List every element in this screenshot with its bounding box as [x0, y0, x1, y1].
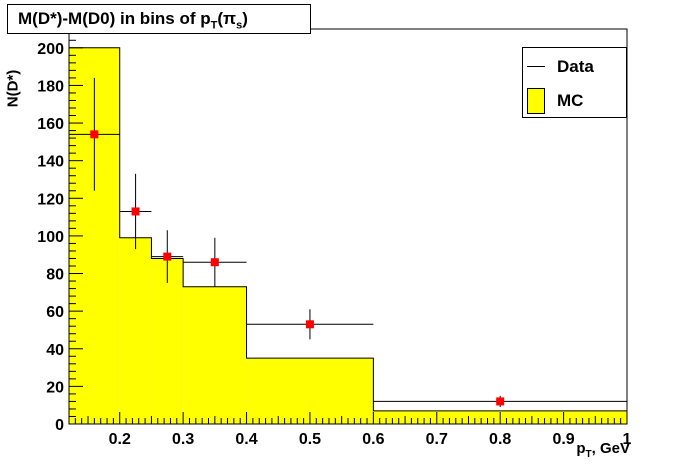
x-tick-label: 0.7	[426, 431, 448, 448]
mc-bar	[151, 258, 184, 424]
data-marker	[305, 320, 314, 329]
legend-mc-label: MC	[557, 91, 584, 110]
x-axis-label-unit: , GeV	[591, 440, 630, 457]
y-axis-label: N(D*)	[4, 62, 40, 118]
legend: Data MC	[522, 47, 627, 118]
title-sub: T	[210, 19, 218, 32]
x-tick-label: 0.9	[552, 431, 574, 448]
legend-data-line-icon	[527, 66, 545, 67]
data-point	[119, 173, 152, 250]
x-tick-label: 0.2	[109, 431, 131, 448]
y-tick-label: 20	[46, 379, 64, 396]
x-axis-label: pT, GeV	[576, 440, 630, 460]
title-paren-open: (	[217, 9, 224, 28]
title-pi-sub: s	[236, 19, 243, 32]
data-point	[69, 77, 120, 191]
mc-bar	[119, 237, 152, 424]
y-axis-label-text: N(D*)	[4, 69, 22, 108]
x-tick-label: 0.3	[172, 431, 194, 448]
y-tick-label: 120	[37, 191, 64, 208]
legend-item-mc: MC	[523, 86, 626, 118]
data-points	[69, 77, 627, 408]
y-tick-label: 60	[46, 304, 64, 321]
x-tick-label: 0.8	[489, 431, 511, 448]
data-marker	[496, 397, 505, 406]
title-pi: π	[223, 9, 237, 28]
y-tick-label: 80	[46, 267, 64, 284]
data-marker	[131, 207, 140, 216]
y-tick-label: 180	[37, 78, 64, 95]
x-tick-label: 0.4	[235, 431, 257, 448]
legend-data-label: Data	[557, 57, 594, 76]
legend-mc-swatch-icon	[527, 88, 545, 114]
data-marker	[210, 258, 219, 267]
x-axis-label-main: p	[576, 440, 586, 457]
y-tick-label: 200	[37, 41, 64, 58]
x-axis-label-sub: T	[585, 449, 592, 460]
legend-item-data: Data	[523, 52, 626, 84]
x-tick-label: 0.6	[362, 431, 384, 448]
data-point	[151, 230, 184, 283]
data-point	[246, 309, 374, 340]
y-tick-label: 40	[46, 342, 64, 359]
y-tick-label: 0	[55, 417, 64, 434]
data-marker	[90, 130, 99, 139]
axes: 0 20 40 60 80 100 120 140 160 180 200 0.2 0.3 0.4 0.5 0…	[37, 28, 632, 448]
title-paren-close: )	[242, 9, 248, 28]
mc-outline	[68, 47, 628, 424]
y-tick-label: 140	[37, 154, 64, 171]
y-tick-label: 160	[37, 116, 64, 133]
data-point	[373, 395, 627, 408]
title-main: M(D*)-M(D0) in bins of p	[18, 9, 211, 28]
chart-title: M(D*)-M(D0) in bins of pT(πs)	[7, 4, 311, 34]
data-point	[183, 237, 247, 287]
data-marker	[163, 252, 172, 261]
x-tick-label: 1	[623, 431, 632, 448]
x-tick-label: 0.5	[299, 431, 321, 448]
y-tick-label: 100	[37, 229, 64, 246]
mc-bar	[183, 286, 247, 424]
